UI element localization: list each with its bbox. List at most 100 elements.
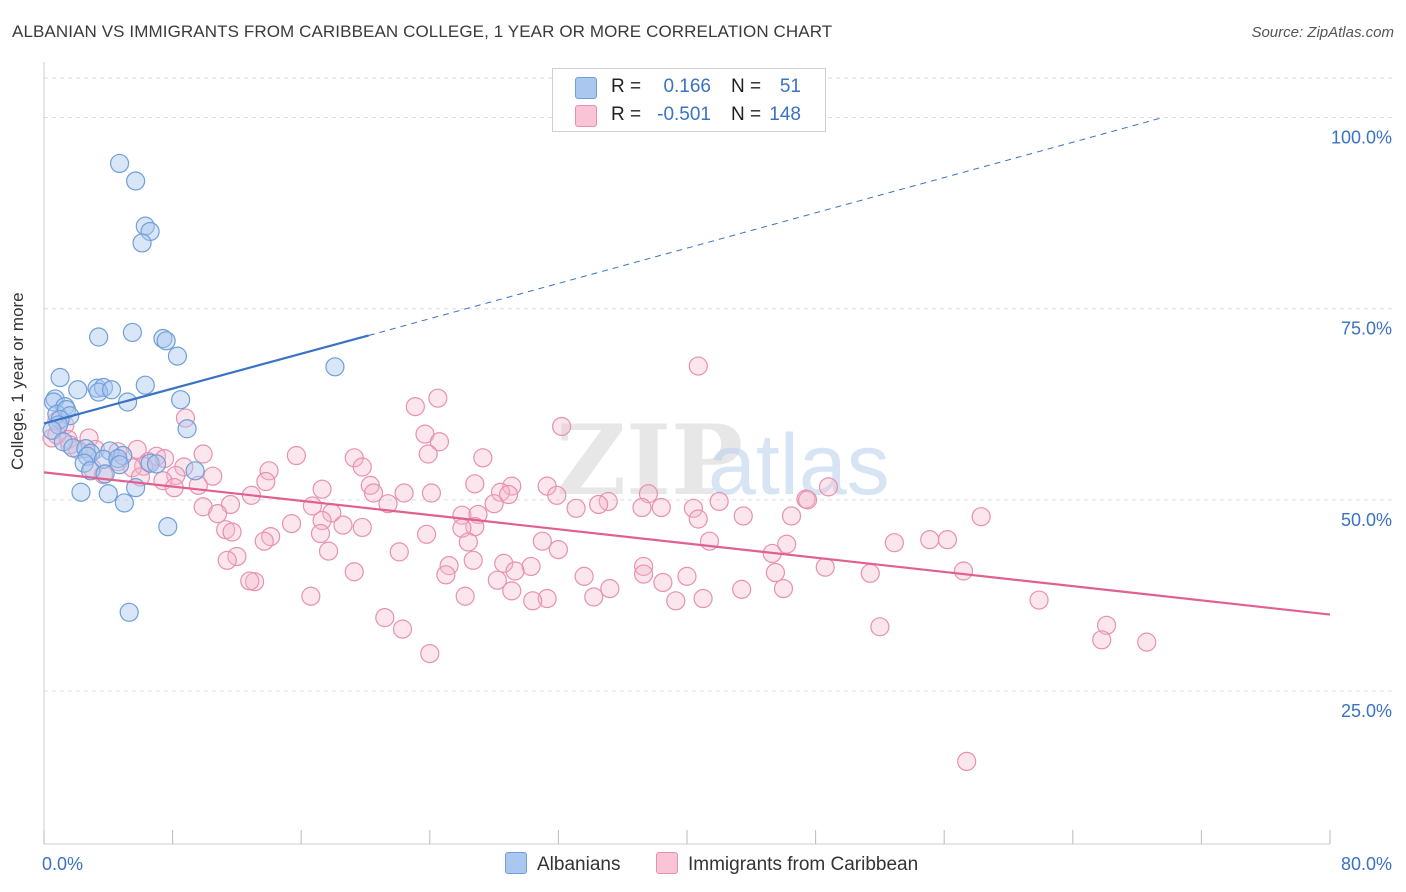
point-caribbean [378,494,398,514]
y-tick-label: 50.0% [1341,510,1392,530]
point-albanians [53,432,73,452]
point-caribbean [521,556,541,577]
point-caribbean [633,556,654,577]
point-caribbean [765,562,786,583]
point-albanians [146,454,167,474]
y-axis-label: College, 1 year or more [8,292,27,470]
point-albanians [140,453,160,473]
point-caribbean [693,588,713,609]
legend-r-label: R = [611,104,642,125]
legend-r-label: R = [611,76,642,97]
point-caribbean [971,507,991,527]
point-albanians [132,233,152,253]
point-caribbean [344,562,364,582]
legend-n-label: N = [731,76,762,97]
point-caribbean [683,498,704,518]
x-tick-label-max: 80.0% [1341,854,1392,874]
point-caribbean [217,550,237,570]
point-caribbean [227,546,247,567]
point-caribbean [677,566,697,586]
point-albanians [119,602,139,622]
point-caribbean [957,751,977,772]
point-albanians [117,392,138,412]
point-caribbean [884,533,904,553]
point-caribbean [352,457,372,477]
point-caribbean [584,587,604,607]
correlation-legend: R = 0.166 N = 51 R = -0.501 N = 148 [552,68,826,132]
point-caribbean [281,513,302,534]
legend-row-caribbean: R = -0.501 N = 148 [553,101,825,129]
point-caribbean [363,483,384,503]
point-caribbean [502,581,522,601]
point-caribbean [429,432,450,452]
legend-r-value: -0.501 [657,104,711,125]
point-caribbean [127,439,147,460]
point-caribbean [532,531,552,551]
bottom-legend-label: Albanians [537,854,621,875]
point-albanians [71,482,91,502]
point-albanians [126,171,146,191]
point-caribbean [505,561,525,581]
point-caribbean [428,388,448,408]
point-caribbean [254,531,274,551]
point-caribbean [310,523,331,544]
x-tick-label-min: 0.0% [42,854,83,874]
y-tick-label: 75.0% [1341,319,1392,339]
trend-line-albanians-extension [368,117,1163,336]
chart-title: ALBANIAN VS IMMIGRANTS FROM CARIBBEAN CO… [12,22,833,41]
bottom-legend-label: Immigrants from Caribbean [688,854,919,875]
trend-line-albanians [43,334,370,425]
point-caribbean [455,586,475,606]
point-caribbean [389,542,409,562]
point-caribbean [651,497,671,518]
point-caribbean [653,572,673,593]
point-caribbean [777,534,797,554]
point-albanians [50,367,70,388]
point-albanians [185,461,205,481]
point-caribbean [203,466,223,486]
axes [43,62,1331,845]
point-caribbean [458,532,478,552]
point-albanians [171,390,191,410]
point-albanians [89,327,109,347]
trend-line-caribbean [43,471,1331,616]
point-albanians [109,455,130,475]
bottom-legend-swatch-pink [656,852,678,874]
series-caribbean-points [42,356,1157,772]
point-caribbean [548,539,569,560]
point-caribbean [318,541,339,561]
point-caribbean [860,563,880,583]
point-caribbean [405,396,425,417]
point-caribbean [465,474,485,494]
point-caribbean [394,483,414,503]
legend-r-value: 0.166 [663,76,711,97]
point-caribbean [547,485,567,505]
point-caribbean [436,565,456,585]
legend-n-value: 148 [769,104,801,125]
point-caribbean [1092,630,1112,650]
point-albanians [101,380,122,400]
point-caribbean [688,509,708,529]
point-albanians [114,493,134,513]
point-caribbean [633,564,654,584]
point-caribbean [574,566,594,586]
point-caribbean [815,557,835,577]
legend-n-label: N = [731,104,762,125]
point-albanians [109,153,130,174]
point-caribbean [490,482,511,502]
legend-n-value: 51 [779,76,801,97]
point-caribbean [818,477,839,497]
point-caribbean [333,515,353,535]
tick-labels: 25.0% 50.0% 75.0% 100.0% 0.0% 80.0% [42,128,1392,874]
point-albanians [156,331,176,351]
point-albanians [177,419,197,439]
trend-lines [43,117,1331,616]
point-caribbean [1137,632,1157,652]
point-caribbean [487,570,507,590]
point-caribbean [709,491,729,512]
point-albanians [98,484,118,504]
point-caribbean [301,586,321,606]
point-caribbean [421,483,442,503]
point-caribbean [286,445,306,466]
